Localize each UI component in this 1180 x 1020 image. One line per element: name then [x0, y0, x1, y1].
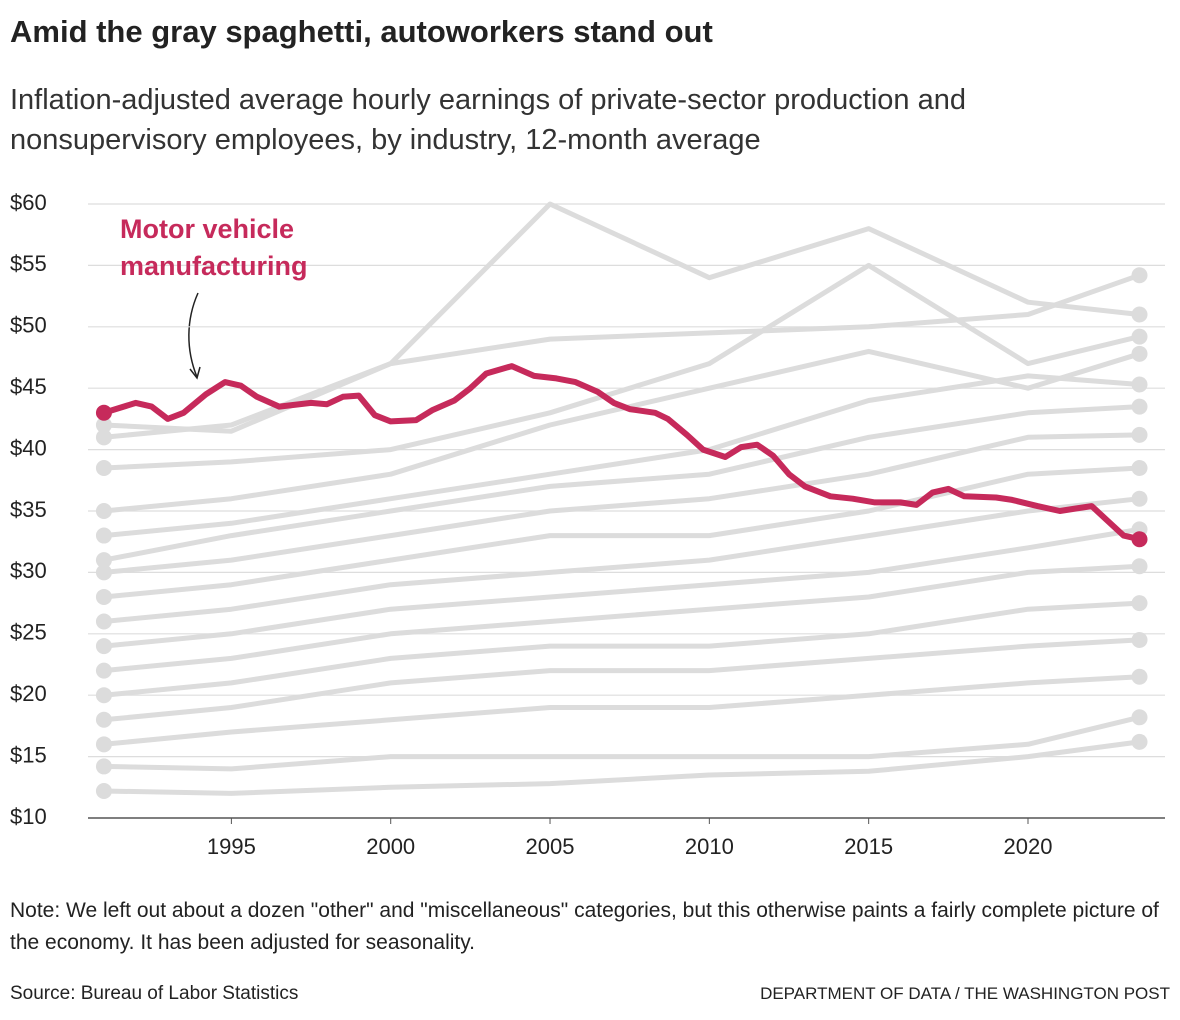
series-endpoint: [95, 736, 112, 753]
series-endpoint: [1131, 398, 1148, 415]
series-endpoint: [1131, 595, 1148, 612]
series-line: [101, 432, 1142, 575]
annotation-arrow: [188, 292, 199, 378]
series-endpoint: [95, 782, 112, 799]
series-line: [101, 739, 1142, 796]
series-endpoint: [95, 613, 112, 630]
y-tick-label: $45: [10, 374, 47, 399]
y-tick-label: $55: [10, 251, 47, 276]
series-line: [101, 201, 1142, 440]
series-endpoint: [95, 460, 112, 477]
highlight-line: [100, 363, 1143, 543]
series-line: [101, 404, 1142, 563]
source: Source: Bureau of Labor Statistics: [10, 983, 299, 1004]
series-line: [101, 674, 1142, 747]
y-tick-label: $15: [10, 742, 47, 767]
series-endpoint: [95, 564, 112, 581]
x-tick-label: 2015: [844, 834, 893, 859]
series-line: [101, 373, 1142, 539]
chart-title: Amid the gray spaghetti, autoworkers sta…: [10, 14, 713, 49]
series-line: [101, 714, 1142, 772]
series-line: [101, 600, 1142, 698]
x-tick-label: 2020: [1004, 834, 1053, 859]
series-endpoint: [95, 711, 112, 728]
series-line: [101, 465, 1142, 600]
series-endpoint: [1131, 733, 1148, 750]
series-endpoint: [95, 662, 112, 679]
series-endpoint: [1131, 306, 1148, 323]
x-tick-label: 2000: [366, 834, 415, 859]
chart-subtitle: Inflation-adjusted average hourly earnin…: [10, 84, 966, 156]
y-tick-label: $40: [10, 435, 47, 460]
series-endpoint: [1131, 631, 1148, 648]
y-tick-label: $35: [10, 497, 47, 522]
series-endpoint: [95, 638, 112, 655]
credit: DEPARTMENT OF DATA / THE WASHINGTON POST: [760, 984, 1170, 1003]
highlight-endpoint: [95, 404, 112, 421]
series-line: [101, 272, 1142, 434]
y-tick-label: $50: [10, 313, 47, 338]
series-endpoint: [1131, 460, 1148, 477]
series-endpoint: [95, 758, 112, 775]
series-endpoint: [95, 552, 112, 569]
x-tick-label: 1995: [207, 834, 256, 859]
series-endpoint: [95, 588, 112, 605]
y-tick-label: $10: [10, 804, 47, 829]
series-endpoint: [95, 503, 112, 519]
series-endpoint: [95, 429, 112, 446]
series-endpoint: [1131, 345, 1148, 362]
series-endpoint: [1131, 709, 1148, 726]
series-endpoint: [1131, 490, 1148, 507]
series-line: [101, 262, 1142, 471]
series-line: [101, 637, 1142, 723]
y-tick-label: $30: [10, 558, 47, 583]
series-endpoint: [1131, 328, 1148, 345]
series-line: [101, 348, 1142, 514]
series-line: [101, 526, 1142, 649]
series-annotation: Motor vehicle manufacturing: [120, 214, 308, 281]
series-endpoint: [1131, 267, 1148, 284]
series-endpoint: [1131, 376, 1148, 393]
x-tick-label: 2005: [526, 834, 575, 859]
y-tick-label: $25: [10, 620, 47, 645]
y-tick-label: $20: [10, 681, 47, 706]
series-line: [101, 563, 1142, 674]
highlight-endpoint: [1131, 531, 1148, 548]
x-tick-label: 2010: [685, 834, 734, 859]
series-line: [101, 496, 1142, 624]
annotation-arrowhead: [189, 366, 201, 380]
series-endpoint: [1131, 426, 1148, 443]
series-endpoint: [1131, 558, 1148, 575]
series-endpoint: [95, 687, 112, 704]
series-endpoint: [95, 527, 112, 544]
y-tick-label: $60: [10, 190, 47, 215]
note: Note: We left out about a dozen "other" …: [10, 899, 1159, 954]
series-endpoint: [95, 417, 112, 434]
series-endpoint: [1131, 668, 1148, 685]
